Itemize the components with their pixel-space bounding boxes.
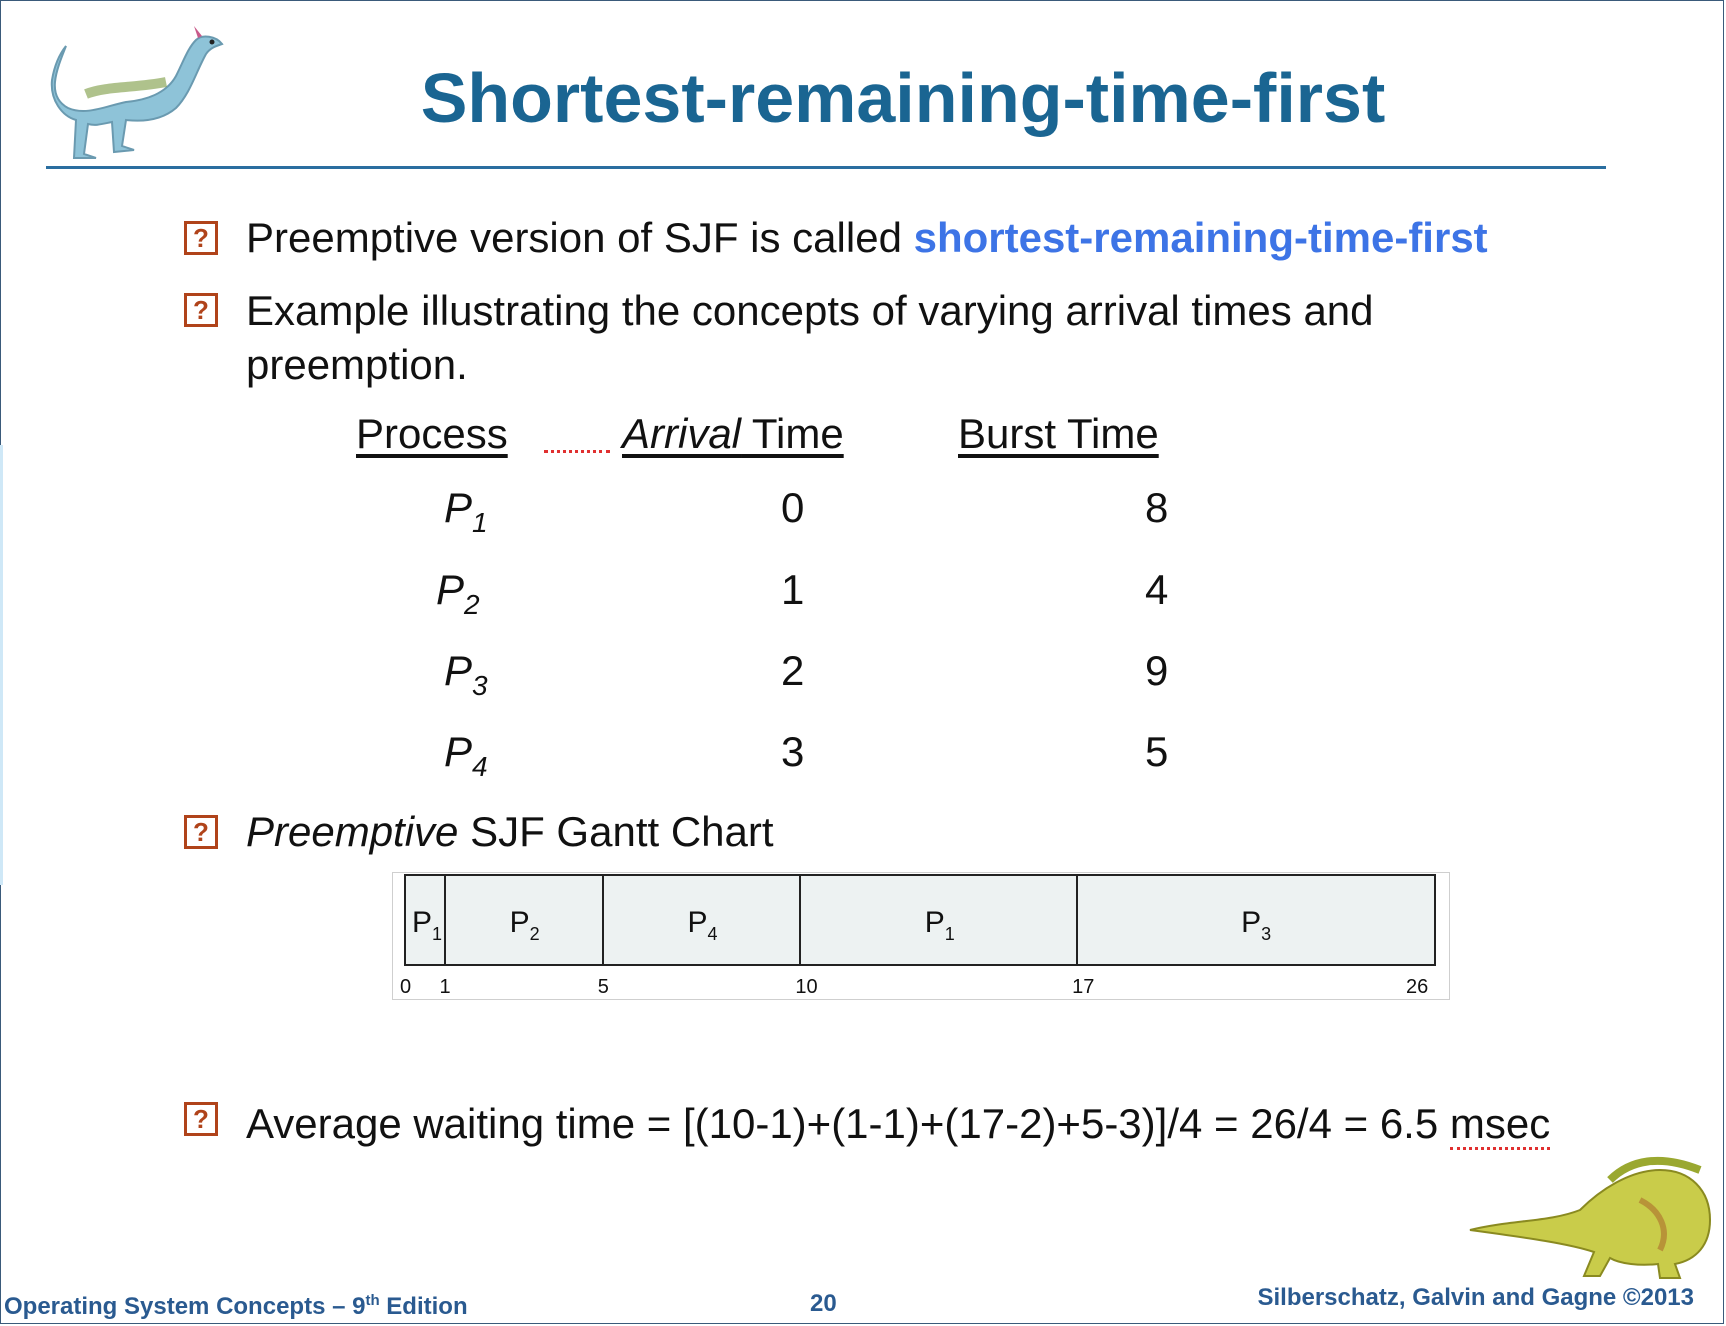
footer-copyright: Silberschatz, Galvin and Gagne ©2013 [1257,1284,1694,1311]
burst-cell: 4 [1145,566,1169,613]
bullet-2-line-2: preemption. [246,341,468,388]
slide-title: Shortest-remaining-time-first [420,59,1386,137]
arrival-cell: 1 [781,566,805,613]
bullet-2-line-1: Example illustrating the concepts of var… [246,287,1374,334]
header-arrival-rest: Time [741,410,844,457]
dinosaur-bottom-icon [1469,1156,1712,1279]
process-cell: P3 [444,647,488,702]
process-letter: P [444,728,473,775]
bullet-1-text: Preemptive version of SJF is called shor… [246,210,1488,266]
arrival-cell: 3 [781,728,805,775]
dinosaur-top-icon [50,26,224,159]
header-process: Process [356,410,508,457]
gantt-segment-label: P4 [687,906,718,944]
bullet-icon: ? [184,815,218,849]
header-burst: Burst Time [958,410,1159,457]
left-accent-bar [0,445,3,885]
bullet-icon: ? [184,221,218,255]
bullet-1-highlight: shortest-remaining-time-first [913,214,1488,261]
gantt-tick-label: 17 [1072,976,1095,998]
bullet-3-plain: SJF Gantt Chart [458,808,774,855]
process-subscript: 4 [472,751,488,782]
process-subscript: 1 [472,507,488,538]
burst-cell: 9 [1145,647,1169,694]
gantt-segment: P4 [604,876,802,964]
gantt-tick-label: 0 [400,976,412,998]
process-subscript: 3 [472,670,488,701]
page-number: 20 [810,1290,837,1317]
gantt-segment: P2 [446,876,604,964]
bullet-1-plain: Preemptive version of SJF is called [246,214,914,261]
arrival-cell: 2 [781,647,805,694]
gantt-segment: P3 [1078,876,1434,964]
header-arrival: Arrival Time [622,410,844,458]
gantt-segment-label: P3 [1241,906,1272,944]
arrival-cell: 0 [781,484,805,531]
process-cell: P4 [444,728,488,783]
gantt-segment-label: P2 [509,906,540,944]
bullet-4-formula: Average waiting time = [(10-1)+(1-1)+(17… [246,1100,1450,1147]
gantt-segment-label: P1 [924,906,955,944]
process-cell: P1 [444,484,488,539]
process-letter: P [436,566,465,613]
process-cell: P2 [436,566,480,621]
bullet-4-text: Average waiting time = [(10-1)+(1-1)+(17… [246,1096,1551,1152]
gantt-segment-label: P1 [412,906,443,944]
footer-book-title: Operating System Concepts – 9th Edition [4,1292,468,1321]
bullet-3-italic: Preemptive [246,808,459,855]
bullet-icon: ? [184,293,218,327]
gantt-tick-label: 26 [1406,976,1429,998]
gantt-tick-label: 1 [439,976,451,998]
footer-title-sup: th [365,1292,380,1309]
gantt-chart: P1 P2 P4 P1 P3 [404,874,1436,966]
bullet-4-unit: msec [1449,1100,1551,1150]
gantt-tick-label: 10 [795,976,818,998]
gantt-tick-label: 5 [597,976,609,998]
footer-title-text: Operating System Concepts – 9 [4,1293,366,1320]
burst-cell: 8 [1145,484,1169,531]
gantt-segment: P1 [406,876,446,964]
bullet-3-text: Preemptive SJF Gantt Chart [246,804,774,860]
process-letter: P [444,647,473,694]
process-letter: P [444,484,473,531]
spellcheck-underline [544,450,610,453]
footer-title-edition: Edition [379,1293,468,1320]
burst-cell: 5 [1145,728,1169,775]
header-arrival-italic: Arrival [622,410,742,457]
title-divider [46,166,1606,169]
gantt-segment: P1 [801,876,1079,964]
process-subscript: 2 [464,589,480,620]
bullet-icon: ? [184,1102,218,1136]
